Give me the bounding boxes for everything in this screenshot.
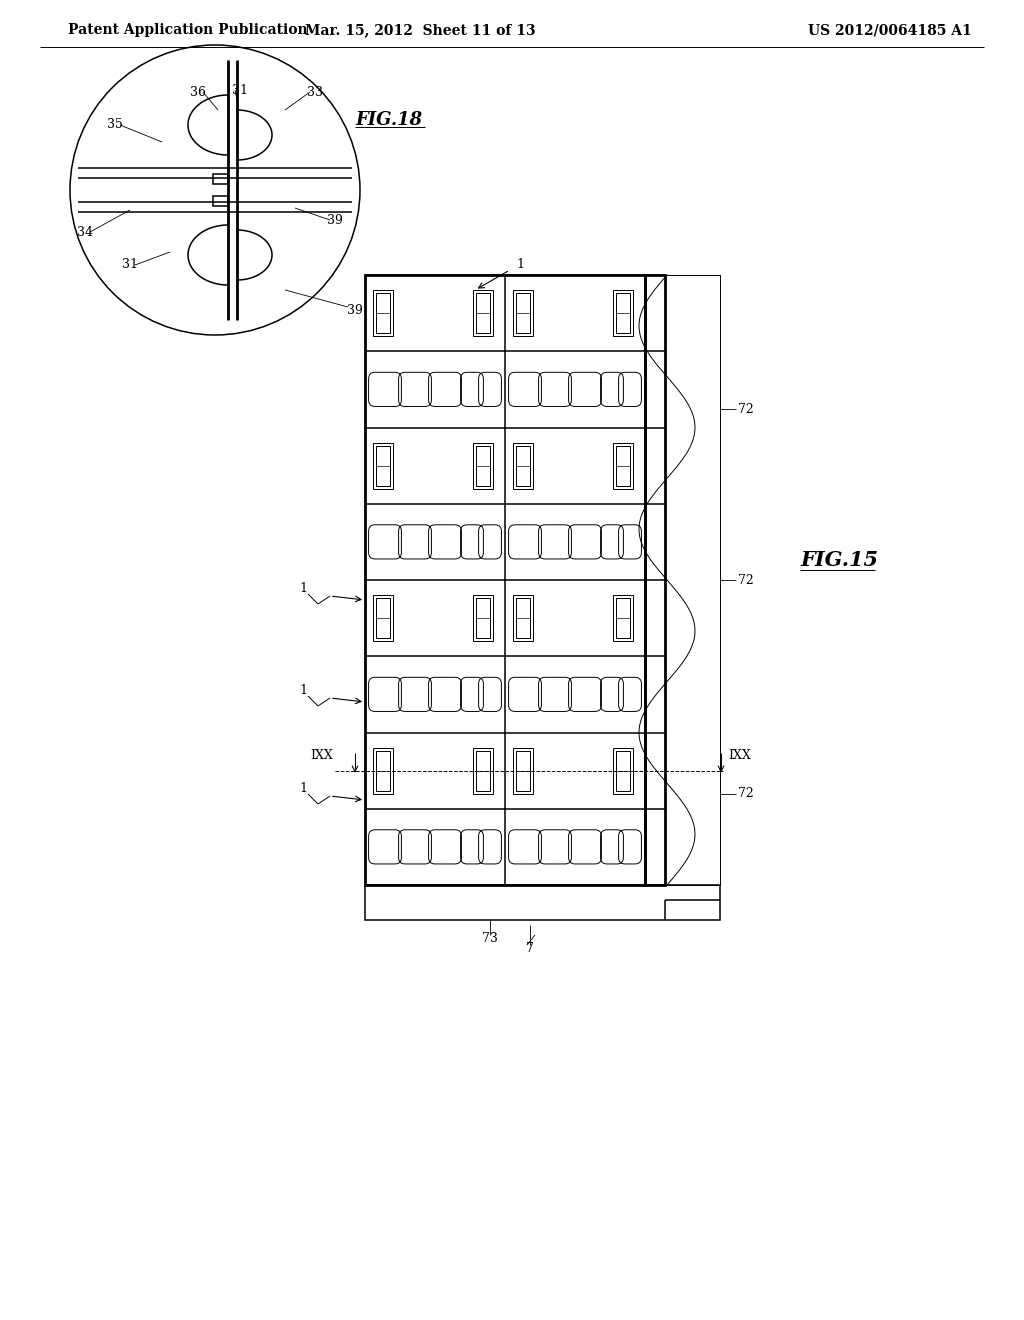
Text: 39: 39 bbox=[347, 304, 362, 317]
Bar bbox=[373, 747, 393, 793]
Bar bbox=[516, 293, 530, 333]
Bar bbox=[373, 442, 393, 488]
Bar bbox=[516, 598, 530, 638]
Text: 34: 34 bbox=[77, 226, 93, 239]
Bar bbox=[613, 747, 633, 793]
Bar bbox=[516, 446, 530, 486]
Bar bbox=[473, 747, 493, 793]
Text: 33: 33 bbox=[307, 86, 323, 99]
Bar bbox=[616, 446, 630, 486]
Bar bbox=[476, 598, 490, 638]
Bar bbox=[373, 595, 393, 642]
Text: Patent Application Publication: Patent Application Publication bbox=[68, 22, 307, 37]
Bar bbox=[613, 442, 633, 488]
Text: 1: 1 bbox=[299, 781, 307, 795]
Bar bbox=[473, 442, 493, 488]
Bar bbox=[376, 446, 390, 486]
Text: IXX: IXX bbox=[310, 750, 333, 762]
Bar bbox=[616, 293, 630, 333]
Bar bbox=[213, 174, 228, 183]
Bar bbox=[376, 751, 390, 791]
Bar bbox=[516, 751, 530, 791]
Text: FIG.18: FIG.18 bbox=[355, 111, 422, 129]
Text: 7: 7 bbox=[526, 941, 534, 954]
Bar bbox=[213, 195, 228, 206]
Text: 73: 73 bbox=[482, 932, 498, 945]
Bar bbox=[376, 293, 390, 333]
Text: 72: 72 bbox=[738, 403, 754, 416]
Text: 1: 1 bbox=[299, 684, 307, 697]
Bar bbox=[513, 747, 534, 793]
Text: 72: 72 bbox=[738, 573, 754, 586]
Text: 31: 31 bbox=[232, 83, 248, 96]
Bar bbox=[376, 598, 390, 638]
Bar bbox=[365, 884, 720, 920]
Bar bbox=[476, 446, 490, 486]
Text: FIG.15: FIG.15 bbox=[800, 550, 878, 570]
Bar bbox=[473, 290, 493, 337]
Text: 1: 1 bbox=[516, 259, 524, 272]
Bar bbox=[365, 275, 645, 884]
Bar bbox=[613, 595, 633, 642]
Text: 1: 1 bbox=[299, 582, 307, 594]
Text: 31: 31 bbox=[122, 259, 138, 272]
Bar bbox=[473, 595, 493, 642]
Text: US 2012/0064185 A1: US 2012/0064185 A1 bbox=[808, 22, 972, 37]
Bar bbox=[613, 290, 633, 337]
Text: 72: 72 bbox=[738, 787, 754, 800]
Bar bbox=[616, 598, 630, 638]
Bar bbox=[513, 442, 534, 488]
Text: 35: 35 bbox=[108, 119, 123, 132]
Bar bbox=[373, 290, 393, 337]
Bar bbox=[513, 290, 534, 337]
Text: Mar. 15, 2012  Sheet 11 of 13: Mar. 15, 2012 Sheet 11 of 13 bbox=[305, 22, 536, 37]
Text: 39: 39 bbox=[327, 214, 343, 227]
Bar bbox=[476, 751, 490, 791]
Bar bbox=[476, 293, 490, 333]
Text: IXX: IXX bbox=[728, 750, 751, 762]
Bar bbox=[513, 595, 534, 642]
Text: 36: 36 bbox=[190, 86, 206, 99]
Bar bbox=[616, 751, 630, 791]
Bar bbox=[645, 275, 665, 884]
